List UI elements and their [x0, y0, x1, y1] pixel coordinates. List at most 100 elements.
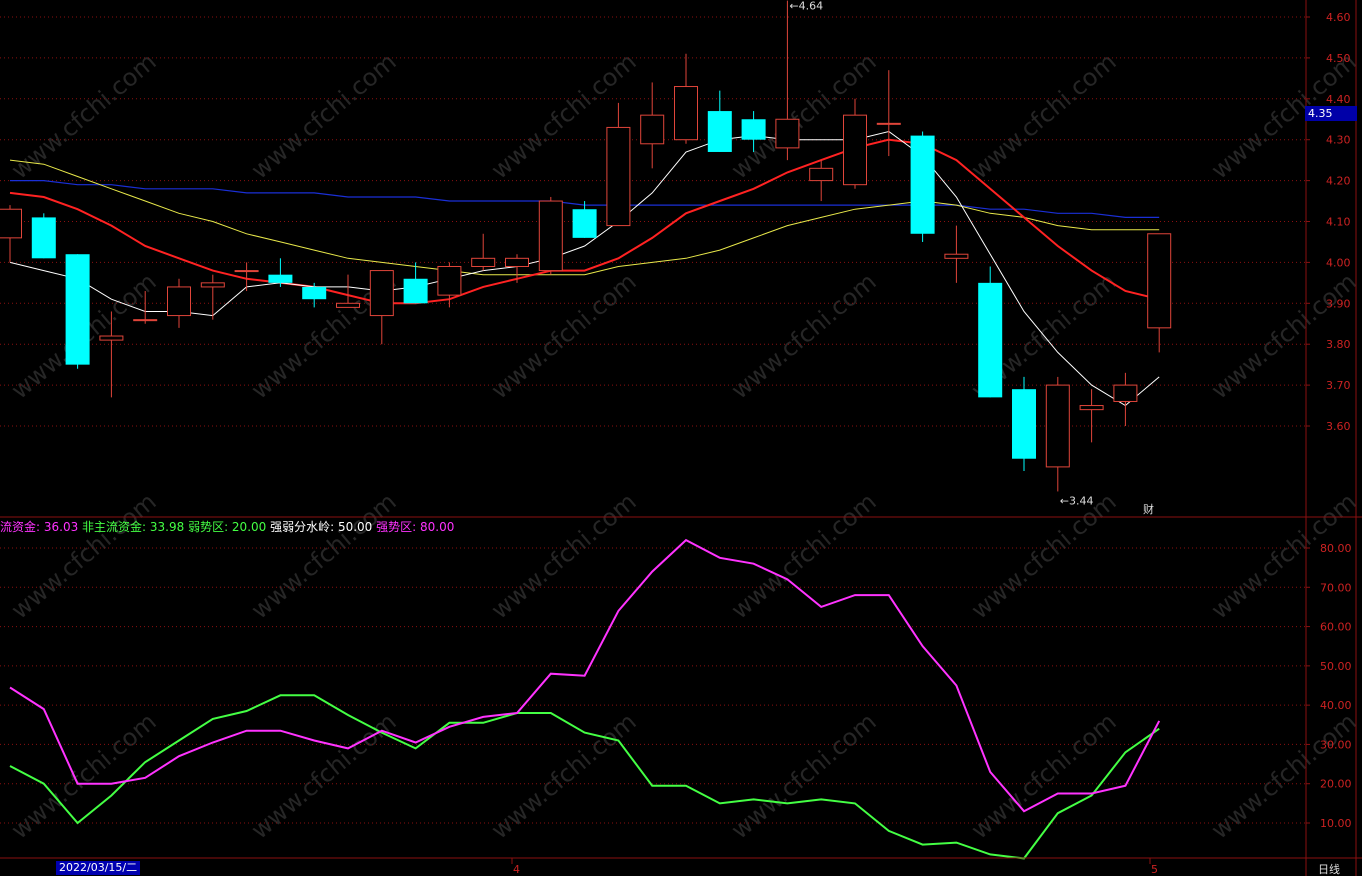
candle [572, 201, 597, 238]
watermark-layer: www.cfchi.com www.cfchi.com www.cfchi.com w… [6, 47, 1362, 844]
indicator-tick-label: 50.00 [1320, 660, 1352, 673]
candle-body [505, 257, 529, 267]
watermark-text: www.cfchi.com [966, 487, 1122, 624]
candle [65, 254, 90, 369]
legend-item: 强弱分水岭: 50.00 [270, 520, 377, 534]
candle [1045, 376, 1070, 492]
grid-lines [0, 16, 1306, 824]
candle [978, 266, 1003, 398]
low-price-label: ←3.44 [1060, 494, 1094, 507]
candle [31, 213, 56, 259]
watermark-text: www.cfchi.com [6, 487, 162, 624]
period-label: 日线 [1318, 862, 1340, 876]
indicator-tick-label: 40.00 [1320, 699, 1352, 712]
month-label: 5 [1151, 863, 1158, 876]
candle [809, 160, 834, 202]
indicator-tick-label: 70.00 [1320, 581, 1352, 594]
candle [505, 254, 529, 283]
price-tick-label: 4.50 [1326, 52, 1351, 65]
candle-body [403, 278, 428, 304]
watermark-text: www.cfchi.com [246, 47, 402, 184]
candle [471, 233, 496, 271]
watermark-text: www.cfchi.com [246, 487, 402, 624]
candle-body [234, 270, 259, 273]
month-label: 4 [513, 863, 520, 876]
indicator-legend: 流资金: 36.03 非主流资金: 33.98 弱势区: 20.00 强弱分水岭… [0, 518, 454, 535]
watermark-text: www.cfchi.com [486, 487, 642, 624]
candle [1113, 372, 1138, 426]
watermark-text: www.cfchi.com [726, 267, 882, 404]
candle [640, 82, 665, 169]
candle [674, 53, 698, 144]
ma20-line [9, 138, 1160, 305]
watermark-text: www.cfchi.com [966, 707, 1122, 844]
candle-body [775, 118, 800, 149]
candle [944, 225, 969, 283]
candle [1147, 233, 1172, 353]
candle-body [876, 122, 901, 125]
candle-body [200, 282, 225, 288]
candle-body [437, 265, 462, 296]
candle-body [65, 254, 90, 365]
price-tick-label: 3.80 [1326, 338, 1351, 351]
candle-body [538, 200, 563, 272]
watermark-text: www.cfchi.com [6, 47, 162, 184]
candle [707, 90, 732, 152]
candle-body [572, 209, 597, 238]
price-tick-label: 4.60 [1326, 11, 1351, 24]
candle-body [741, 119, 766, 140]
price-tick-label: 4.00 [1326, 256, 1351, 269]
candle [437, 262, 462, 308]
candle-body [1079, 405, 1104, 411]
candle [1079, 389, 1104, 443]
price-tick-label: 4.20 [1326, 175, 1351, 188]
indicator-tick-label: 30.00 [1320, 738, 1352, 751]
candle-body [978, 282, 1003, 398]
high-price-label: ←4.64 [789, 0, 823, 13]
candle-body [674, 86, 698, 141]
watermark-text: www.cfchi.com [726, 707, 882, 844]
candle-body [302, 286, 327, 300]
candle-body [944, 253, 969, 259]
candle-body [99, 335, 124, 341]
candle [200, 274, 225, 320]
non-main-fund-line [9, 694, 1160, 860]
candle [1012, 376, 1036, 471]
candle [268, 258, 293, 287]
candle [167, 278, 191, 328]
watermark-text: www.cfchi.com [1206, 487, 1362, 624]
watermark-text: www.cfchi.com [246, 707, 402, 844]
candle-body [1147, 233, 1172, 329]
current-price-tag: 4.35 [1305, 106, 1357, 121]
price-tick-label: 3.70 [1326, 379, 1351, 392]
indicator-tick-label: 10.00 [1320, 817, 1352, 830]
candle-body [471, 257, 496, 267]
candle [0, 205, 22, 263]
candle [336, 274, 360, 308]
indicator-tick-label: 80.00 [1320, 542, 1352, 555]
candle [99, 311, 124, 398]
candle [403, 262, 428, 304]
candle-body [369, 270, 394, 317]
indicator-tick-label: 60.00 [1320, 621, 1352, 634]
candle [606, 102, 631, 227]
indicator-tick-label: 20.00 [1320, 778, 1352, 791]
watermark-text: www.cfchi.com [966, 47, 1122, 184]
candle-body [167, 286, 191, 317]
candle [369, 270, 394, 345]
candle [234, 262, 259, 292]
watermark-text: www.cfchi.com [486, 267, 642, 404]
candle-body [606, 126, 631, 227]
candle [302, 282, 327, 308]
candle [741, 111, 766, 152]
legend-item: 流资金: 36.03 [0, 520, 83, 534]
candle-body [268, 274, 293, 283]
price-tick-label: 4.40 [1326, 93, 1351, 106]
candle [910, 131, 935, 242]
crosshair-date-label: 2022/03/15/二 [56, 861, 141, 875]
candle-body [1113, 384, 1138, 402]
watermark-text: www.cfchi.com [486, 707, 642, 844]
candle-body [910, 135, 935, 234]
